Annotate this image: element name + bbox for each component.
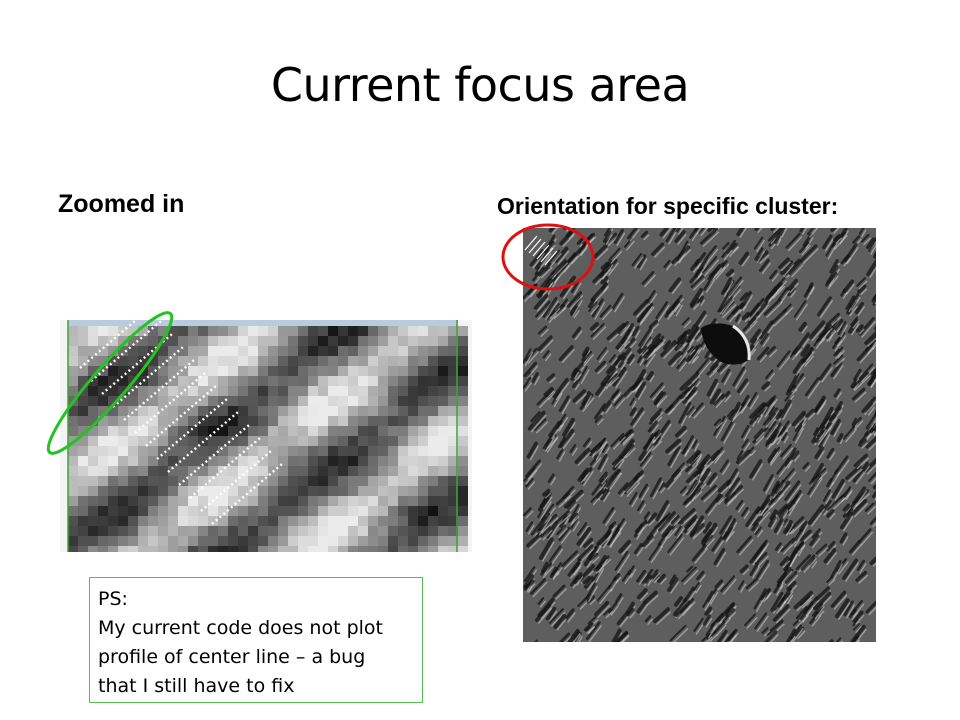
note-line: PS: <box>98 588 128 610</box>
zoomed-in-image <box>60 320 472 552</box>
zoomed-in-pixel-grid <box>67 320 468 552</box>
ripple-field-image <box>523 228 876 642</box>
note-box: PS: My current code does not plot profil… <box>89 577 423 703</box>
zoomed-in-heading: Zoomed in <box>58 190 185 218</box>
orientation-heading: Orientation for specific cluster: <box>497 193 839 219</box>
note-line: profile of center line – a bug <box>98 646 366 668</box>
note-line: that I still have to fix <box>98 675 295 697</box>
ripple-field-texture <box>523 228 876 642</box>
note-line: My current code does not plot <box>98 617 383 639</box>
slide-title: Current focus area <box>270 58 690 112</box>
